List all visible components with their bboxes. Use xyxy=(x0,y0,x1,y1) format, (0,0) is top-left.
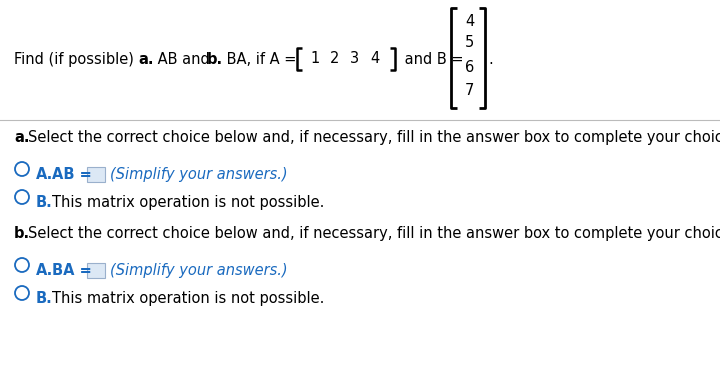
Text: a.: a. xyxy=(138,52,153,67)
Text: AB and: AB and xyxy=(153,52,215,67)
Text: b.: b. xyxy=(207,52,223,67)
Text: 4: 4 xyxy=(370,51,379,65)
Text: Select the correct choice below and, if necessary, fill in the answer box to com: Select the correct choice below and, if … xyxy=(28,226,720,241)
Text: A.: A. xyxy=(36,263,53,278)
Text: b.: b. xyxy=(14,226,30,241)
Text: BA =: BA = xyxy=(52,263,91,278)
FancyBboxPatch shape xyxy=(87,167,105,182)
Text: and B =: and B = xyxy=(400,52,464,67)
Text: 2: 2 xyxy=(330,51,339,65)
Text: 5: 5 xyxy=(465,35,474,50)
Text: This matrix operation is not possible.: This matrix operation is not possible. xyxy=(52,291,325,306)
Text: 4: 4 xyxy=(465,14,474,29)
Text: (Simplify your answers.): (Simplify your answers.) xyxy=(110,167,287,182)
Text: 7: 7 xyxy=(465,83,474,98)
Text: 1: 1 xyxy=(310,51,319,65)
Text: B.: B. xyxy=(36,291,53,306)
Text: B.: B. xyxy=(36,195,53,210)
Text: .: . xyxy=(488,52,492,67)
Text: 3: 3 xyxy=(350,51,359,65)
Text: a.: a. xyxy=(14,130,30,145)
Text: Find (if possible): Find (if possible) xyxy=(14,52,138,67)
Text: (Simplify your answers.): (Simplify your answers.) xyxy=(110,263,287,278)
Text: AB =: AB = xyxy=(52,167,91,182)
FancyBboxPatch shape xyxy=(87,263,105,278)
Text: A.: A. xyxy=(36,167,53,182)
Text: BA, if A =: BA, if A = xyxy=(222,52,297,67)
Text: Select the correct choice below and, if necessary, fill in the answer box to com: Select the correct choice below and, if … xyxy=(28,130,720,145)
Text: This matrix operation is not possible.: This matrix operation is not possible. xyxy=(52,195,325,210)
Text: 6: 6 xyxy=(465,60,474,75)
